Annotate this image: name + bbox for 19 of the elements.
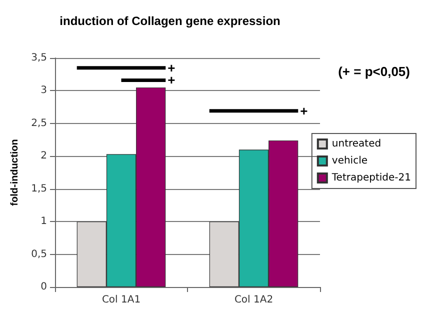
y-tick-label: 3 xyxy=(40,85,47,96)
y-tick-label: 2 xyxy=(40,150,47,162)
chart-title: induction of Collagen gene expression xyxy=(60,14,280,28)
legend-label: untreated xyxy=(332,138,382,150)
y-tick-label: 1,5 xyxy=(31,183,47,194)
text: (+ = p<0,05) xyxy=(338,64,410,79)
y-axis-title: fold-induction xyxy=(10,139,21,206)
y-tick-label: 0,5 xyxy=(31,248,47,260)
annotation: + xyxy=(168,72,176,88)
annotation: + xyxy=(168,60,176,76)
x-tick-label: Col 1A1 xyxy=(102,294,141,306)
annotation: + xyxy=(300,103,308,118)
legend-label: Tetrapeptide-21 xyxy=(330,172,412,184)
y-tick-label: 3,5 xyxy=(31,52,47,64)
y-tick-label: 1 xyxy=(40,216,47,228)
legend-label: vehicle xyxy=(332,156,368,166)
x-tick-label: Col 1A2 xyxy=(234,294,274,306)
y-tick-label: 2,5 xyxy=(31,118,47,129)
y-tick-label: 0 xyxy=(40,282,47,292)
